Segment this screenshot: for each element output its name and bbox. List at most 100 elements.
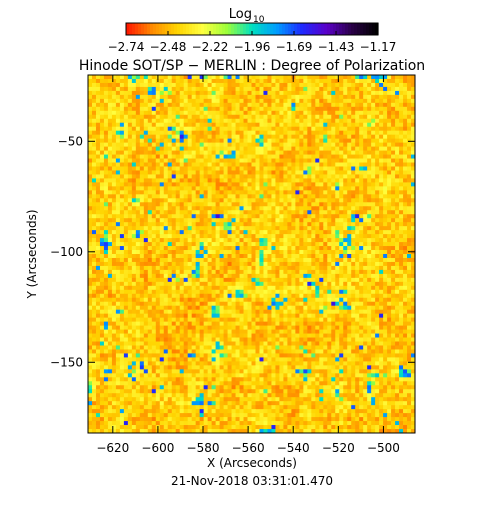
heatmap-cell bbox=[255, 142, 260, 147]
heatmap-cell bbox=[319, 162, 324, 167]
heatmap-cell bbox=[88, 154, 93, 159]
heatmap-cell bbox=[271, 273, 276, 279]
heatmap-cell bbox=[99, 98, 105, 104]
heatmap-cell bbox=[227, 246, 232, 251]
heatmap-cell bbox=[171, 118, 177, 124]
heatmap-cell bbox=[235, 214, 240, 219]
heatmap-cell bbox=[219, 206, 224, 211]
heatmap-cell bbox=[375, 250, 380, 255]
heatmap-cell bbox=[323, 154, 328, 159]
heatmap-cell bbox=[399, 90, 404, 96]
heatmap-cell bbox=[155, 186, 161, 191]
heatmap-cell bbox=[375, 122, 380, 128]
heatmap-cell bbox=[399, 269, 404, 275]
heatmap-cell bbox=[343, 273, 348, 279]
heatmap-cell bbox=[215, 257, 220, 263]
heatmap-cell bbox=[391, 182, 396, 187]
heatmap-cell bbox=[119, 234, 125, 239]
heatmap-cell bbox=[151, 238, 157, 243]
heatmap-cell bbox=[275, 214, 280, 219]
heatmap-cell bbox=[367, 122, 372, 128]
heatmap-cell bbox=[379, 230, 384, 235]
heatmap-cell bbox=[167, 261, 173, 267]
heatmap-cell bbox=[375, 194, 380, 199]
heatmap-cell bbox=[231, 297, 236, 303]
heatmap-cell bbox=[179, 230, 185, 235]
heatmap-cell bbox=[143, 174, 149, 179]
heatmap-cell bbox=[167, 222, 173, 227]
heatmap-cell bbox=[199, 150, 205, 155]
heatmap-cell bbox=[115, 94, 121, 100]
heatmap-cell bbox=[183, 102, 189, 108]
heatmap-cell bbox=[379, 166, 384, 171]
heatmap-cell bbox=[211, 94, 217, 100]
heatmap-cell bbox=[275, 273, 280, 279]
heatmap-cell bbox=[223, 242, 228, 247]
heatmap-cell bbox=[375, 94, 380, 100]
heatmap-cell bbox=[207, 186, 213, 191]
heatmap-cell bbox=[107, 206, 113, 211]
heatmap-cell bbox=[351, 166, 356, 171]
heatmap-cell bbox=[211, 174, 217, 179]
heatmap-cell bbox=[203, 102, 209, 108]
heatmap-cell bbox=[135, 182, 141, 187]
heatmap-cell bbox=[127, 281, 133, 287]
heatmap-cell bbox=[335, 178, 340, 183]
heatmap-cell bbox=[131, 265, 137, 271]
heatmap-cell bbox=[139, 202, 145, 207]
heatmap-cell bbox=[363, 238, 368, 243]
heatmap-cell bbox=[227, 134, 232, 140]
heatmap-cell bbox=[219, 226, 224, 231]
heatmap-cell bbox=[175, 246, 181, 251]
heatmap-cell bbox=[175, 142, 181, 147]
heatmap-cell bbox=[107, 158, 113, 163]
heatmap-cell bbox=[99, 162, 105, 167]
heatmap-cell bbox=[219, 194, 224, 199]
heatmap-cell bbox=[191, 126, 197, 132]
heatmap-cell bbox=[327, 246, 332, 251]
heatmap-cell bbox=[187, 242, 193, 247]
heatmap-cell bbox=[359, 130, 364, 136]
heatmap-cell bbox=[255, 98, 260, 104]
heatmap-cell bbox=[199, 182, 205, 187]
heatmap-cell bbox=[119, 254, 125, 259]
heatmap-cell bbox=[275, 94, 280, 100]
heatmap-cell bbox=[339, 293, 344, 299]
heatmap-cell bbox=[395, 78, 400, 84]
heatmap-cell bbox=[351, 254, 356, 259]
heatmap-cell bbox=[287, 130, 292, 136]
heatmap-cell bbox=[263, 218, 268, 223]
heatmap-cell bbox=[327, 182, 332, 187]
heatmap-cell bbox=[195, 138, 201, 144]
heatmap-cell bbox=[99, 142, 105, 147]
heatmap-cell bbox=[123, 198, 129, 203]
heatmap-cell bbox=[371, 75, 376, 80]
heatmap-cell bbox=[407, 158, 412, 163]
heatmap-cell bbox=[127, 106, 133, 112]
heatmap-cell bbox=[395, 158, 400, 163]
heatmap-cell bbox=[411, 226, 416, 231]
heatmap-cell bbox=[411, 94, 416, 100]
heatmap-cell bbox=[131, 158, 137, 163]
heatmap-cell bbox=[271, 301, 276, 307]
heatmap-cell bbox=[99, 289, 105, 295]
colorbar-cell bbox=[159, 23, 163, 35]
heatmap-cell bbox=[295, 305, 300, 311]
heatmap-cell bbox=[88, 75, 93, 80]
heatmap-cell bbox=[135, 214, 141, 219]
heatmap-cell bbox=[159, 142, 165, 147]
heatmap-cell bbox=[351, 82, 356, 88]
heatmap-cell bbox=[111, 261, 117, 267]
heatmap-cell bbox=[139, 206, 145, 211]
heatmap-cell bbox=[359, 178, 364, 183]
heatmap-cell bbox=[115, 190, 121, 195]
heatmap-cell bbox=[271, 194, 276, 199]
heatmap-cell bbox=[291, 202, 296, 207]
heatmap-cell bbox=[259, 261, 264, 267]
heatmap-cell bbox=[411, 130, 416, 136]
heatmap-cell bbox=[395, 102, 400, 108]
heatmap-cell bbox=[207, 146, 213, 151]
heatmap-cell bbox=[295, 309, 300, 315]
heatmap-cell bbox=[263, 198, 268, 203]
heatmap-cell bbox=[331, 174, 336, 179]
